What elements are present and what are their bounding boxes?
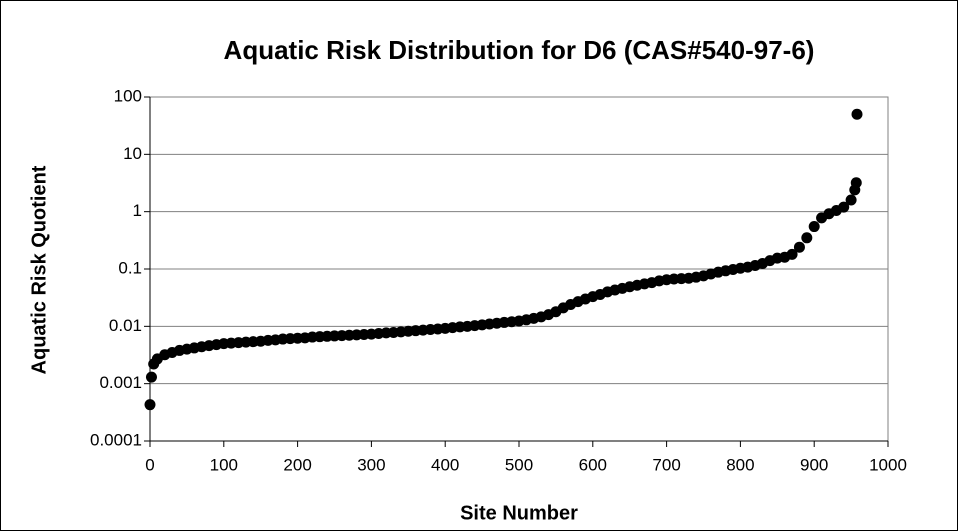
y-tick-label: 0.001 xyxy=(99,373,142,392)
data-point xyxy=(845,194,857,206)
y-tick-label: 0.1 xyxy=(118,258,142,277)
data-point xyxy=(838,201,850,213)
x-tick-label: 300 xyxy=(357,455,385,474)
y-tick-label: 100 xyxy=(114,86,142,105)
x-tick-label: 200 xyxy=(283,455,311,474)
data-point xyxy=(808,221,820,233)
x-tick-label: 800 xyxy=(726,455,754,474)
x-tick-label: 0 xyxy=(145,455,154,474)
x-axis-label: Site Number xyxy=(460,502,578,524)
data-point xyxy=(144,399,156,411)
x-tick-label: 900 xyxy=(800,455,828,474)
data-point xyxy=(850,177,862,189)
data-point xyxy=(793,241,805,253)
data-point xyxy=(801,232,813,244)
x-tick-label: 500 xyxy=(505,455,533,474)
x-tick-label: 1000 xyxy=(869,455,907,474)
x-tick-label: 100 xyxy=(210,455,238,474)
y-tick-label: 10 xyxy=(123,144,142,163)
data-point xyxy=(786,248,798,260)
data-point xyxy=(851,108,863,120)
y-tick-label: 0.01 xyxy=(109,316,142,335)
y-tick-label: 0.0001 xyxy=(90,430,142,449)
x-tick-label: 600 xyxy=(579,455,607,474)
y-axis-label: Aquatic Risk Quotient xyxy=(28,165,50,374)
y-tick-label: 1 xyxy=(133,201,142,220)
chart-title: Aquatic Risk Distribution for D6 (CAS#54… xyxy=(224,35,815,65)
x-tick-label: 700 xyxy=(652,455,680,474)
x-tick-label: 400 xyxy=(431,455,459,474)
data-point xyxy=(145,371,157,383)
